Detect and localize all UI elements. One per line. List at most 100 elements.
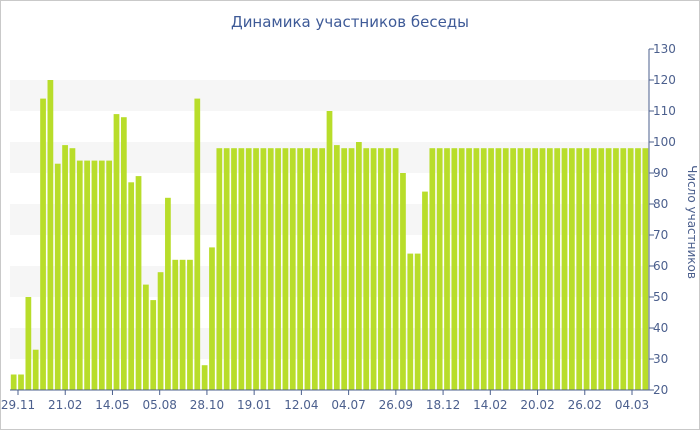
bar [209, 247, 215, 390]
bar [414, 253, 421, 390]
grid-band [10, 80, 649, 111]
bar [436, 148, 443, 390]
bar [422, 191, 428, 390]
y-tick-label: 20 [653, 383, 668, 397]
x-tick-label: 04.07 [331, 398, 365, 412]
y-tick-label: 40 [653, 321, 668, 335]
bar [591, 148, 597, 390]
bar [179, 259, 186, 390]
x-tick-label: 12.04 [284, 398, 318, 412]
y-tick-label: 110 [653, 104, 676, 118]
y-tick-label: 100 [653, 135, 676, 149]
bar [333, 145, 340, 390]
bar [598, 148, 605, 390]
bar [143, 284, 149, 390]
bar [165, 197, 171, 390]
bar [91, 160, 98, 390]
bar [510, 148, 516, 390]
x-tick-label: 20.02 [520, 398, 554, 412]
y-tick-label: 80 [653, 197, 668, 211]
bar [407, 253, 414, 390]
bar [194, 98, 201, 390]
bar [385, 148, 392, 390]
bar [282, 148, 289, 390]
bar [546, 148, 553, 390]
bar [25, 297, 32, 390]
y-tick-label: 90 [653, 166, 668, 180]
bar [370, 148, 377, 390]
bar [400, 173, 406, 390]
bar [635, 148, 641, 390]
bar [348, 148, 355, 390]
bar [605, 148, 612, 390]
bar [319, 148, 326, 390]
bar [378, 148, 384, 390]
bar [539, 148, 546, 390]
bar [113, 114, 120, 390]
x-tick-label: 18.12 [426, 398, 460, 412]
x-axis: 29.11 21.02 14.05 05.08 28.10 19.01 12.04 04.07… [1, 389, 649, 412]
bar [613, 148, 619, 390]
bar [47, 80, 54, 390]
bar [356, 142, 362, 390]
y-tick-label: 120 [653, 73, 676, 87]
bar [444, 148, 450, 390]
bar [576, 148, 583, 390]
bar [76, 160, 83, 390]
bar [627, 148, 634, 390]
bar [223, 148, 230, 390]
bar-series [10, 80, 649, 390]
bar [98, 160, 105, 390]
bar [172, 259, 179, 390]
bar [495, 148, 502, 390]
bar [304, 148, 311, 390]
x-tick-label: 26.09 [379, 398, 413, 412]
x-tick-label: 14.02 [473, 398, 507, 412]
bar [120, 117, 127, 390]
bar [216, 148, 223, 390]
x-tick-label: 21.02 [48, 398, 82, 412]
bar [363, 148, 370, 390]
bar [392, 148, 399, 390]
bar [517, 148, 524, 390]
bar [583, 148, 590, 390]
bar [245, 148, 252, 390]
x-tick-label: 28.10 [190, 398, 224, 412]
x-tick-label: 14.05 [95, 398, 129, 412]
bar [620, 148, 627, 390]
bar [84, 160, 90, 390]
bar [429, 148, 436, 390]
bar [473, 148, 480, 390]
bar [157, 272, 164, 390]
bar [201, 365, 208, 390]
bar [128, 182, 135, 390]
bar [253, 148, 259, 390]
bar [561, 148, 568, 390]
y-tick-label: 70 [653, 228, 668, 242]
bar [480, 148, 487, 390]
bar [32, 349, 39, 390]
bar [69, 148, 76, 390]
bar [18, 374, 24, 390]
bar [62, 145, 68, 390]
x-tick-label: 19.01 [237, 398, 271, 412]
y-tick-label: 130 [653, 42, 676, 56]
y-axis: 20 30 40 50 60 70 80 90 100 110 120 130 [648, 42, 676, 397]
x-tick-label: 26.02 [568, 398, 602, 412]
y-axis-title: Число участников [685, 165, 699, 279]
bar [231, 148, 237, 390]
bar [488, 148, 494, 390]
bar [54, 163, 61, 390]
bar [135, 176, 142, 390]
x-tick-label: 29.11 [1, 398, 35, 412]
bar [451, 148, 458, 390]
bar [106, 160, 113, 390]
bar [532, 148, 539, 390]
chart-title: Динамика участников беседы [230, 13, 470, 31]
bar [554, 148, 561, 390]
bar [40, 98, 46, 390]
bar [238, 148, 245, 390]
bar [260, 148, 267, 390]
bar [458, 148, 465, 390]
